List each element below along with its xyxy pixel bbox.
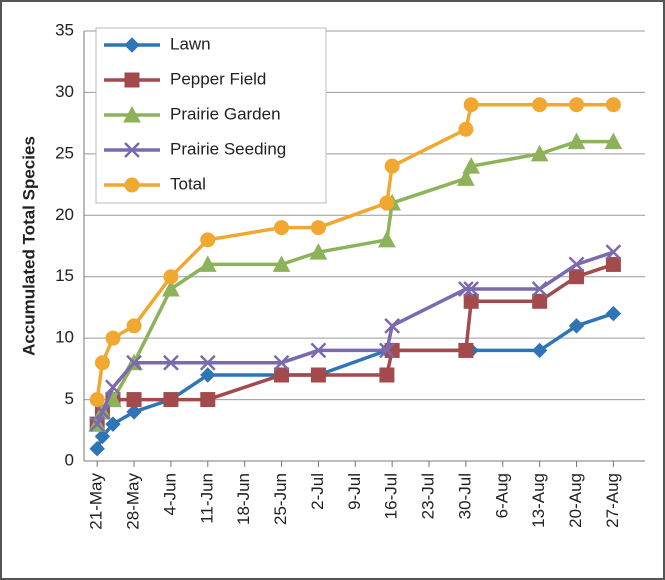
data-point xyxy=(605,97,621,113)
data-point xyxy=(274,367,290,383)
data-point xyxy=(310,367,326,383)
data-point xyxy=(163,392,179,408)
data-point xyxy=(463,97,479,113)
legend-marker xyxy=(124,142,140,158)
data-point xyxy=(94,403,111,420)
data-point xyxy=(379,342,395,359)
data-point xyxy=(458,281,474,297)
legend-marker xyxy=(124,72,140,88)
y-tick-label: 0 xyxy=(65,450,74,469)
data-point xyxy=(200,392,216,408)
data-point xyxy=(272,255,291,272)
data-point xyxy=(105,416,121,432)
x-tick-label: 4-Jun xyxy=(160,473,179,516)
legend-marker xyxy=(124,37,140,53)
data-point xyxy=(457,169,475,186)
data-point xyxy=(532,293,548,309)
x-tick-label: 28-May xyxy=(124,473,143,530)
legend-marker xyxy=(124,177,140,193)
x-tick-label: 6-Aug xyxy=(492,473,511,518)
x-tick-label: 27-Aug xyxy=(603,473,622,528)
data-point xyxy=(569,97,585,113)
data-point xyxy=(200,367,216,383)
x-tick-label: 21-May xyxy=(87,473,106,530)
data-point xyxy=(126,354,142,371)
x-tick-label: 9-Jul xyxy=(345,473,364,510)
data-point xyxy=(531,342,548,359)
x-tick-label: 25-Jun xyxy=(271,473,290,525)
data-point xyxy=(200,232,216,248)
data-point xyxy=(568,256,585,273)
x-tick-label: 2-Jul xyxy=(308,473,327,510)
data-point xyxy=(568,318,585,334)
x-tick-label: 18-Jun xyxy=(234,473,253,525)
x-tick-label: 11-Jun xyxy=(197,473,216,524)
x-tick-label: 30-Jul xyxy=(455,473,474,519)
y-tick-label: 30 xyxy=(55,82,74,101)
data-point xyxy=(605,244,622,261)
data-point xyxy=(126,392,142,408)
data-point xyxy=(94,355,110,371)
data-point xyxy=(604,132,623,150)
data-point xyxy=(274,220,290,236)
x-tick-label: 16-Jul xyxy=(382,473,401,519)
legend-label: Lawn xyxy=(170,34,211,53)
y-tick-label: 25 xyxy=(55,143,74,162)
data-point xyxy=(463,281,480,297)
data-point xyxy=(463,293,479,309)
x-tick-label: 13-Aug xyxy=(529,473,548,528)
data-point xyxy=(89,392,105,408)
data-point xyxy=(605,305,622,322)
data-point xyxy=(379,367,395,383)
legend-label: Pepper Field xyxy=(170,69,266,88)
data-point xyxy=(532,97,548,113)
data-point xyxy=(530,144,549,162)
y-tick-label: 5 xyxy=(65,389,74,408)
data-point xyxy=(567,132,586,150)
legend-label: Prairie Seeding xyxy=(170,139,286,158)
data-point xyxy=(198,255,217,272)
x-tick-label: 20-Aug xyxy=(566,473,585,528)
y-tick-label: 10 xyxy=(55,328,74,347)
data-point xyxy=(89,416,106,433)
data-point xyxy=(199,354,216,371)
data-point xyxy=(569,269,585,285)
y-tick-label: 35 xyxy=(55,20,74,39)
legend-marker xyxy=(123,105,141,123)
data-point xyxy=(94,428,111,445)
data-point xyxy=(126,318,142,334)
legend-label: Total xyxy=(170,174,206,193)
x-tick-label: 23-Jul xyxy=(419,473,438,519)
data-point xyxy=(379,195,395,211)
data-point xyxy=(458,342,474,358)
data-point xyxy=(310,220,326,236)
data-point xyxy=(89,441,105,457)
data-point xyxy=(384,158,400,174)
y-tick-label: 15 xyxy=(55,266,74,285)
data-point xyxy=(310,342,327,359)
data-point xyxy=(126,404,142,420)
data-point xyxy=(309,243,328,260)
data-point xyxy=(162,279,180,297)
data-point xyxy=(163,269,179,285)
legend-label: Prairie Garden xyxy=(170,104,281,123)
data-point xyxy=(163,354,179,371)
data-point xyxy=(378,230,396,248)
data-point xyxy=(105,379,121,396)
data-point xyxy=(273,354,290,371)
data-point xyxy=(105,330,121,346)
data-point xyxy=(458,121,474,137)
data-point xyxy=(605,256,621,272)
data-point xyxy=(462,157,481,174)
y-tick-label: 20 xyxy=(55,205,74,224)
y-axis-label: Accumulated Total Species xyxy=(19,136,38,356)
data-point xyxy=(531,281,548,297)
data-point xyxy=(384,317,401,334)
